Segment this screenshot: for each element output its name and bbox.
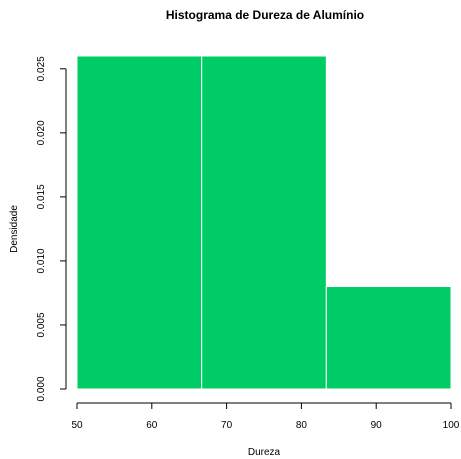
- histogram-bar-3: [325, 286, 452, 390]
- x-tick-label: 50: [71, 420, 83, 431]
- y-tick-label: 0.000: [36, 376, 47, 401]
- y-tick-label: 0.025: [36, 56, 47, 81]
- x-axis: 50 60 70 80 90 100: [71, 402, 460, 431]
- chart-title: Histograma de Dureza de Alumínio: [166, 8, 364, 22]
- y-axis-label: Densidade: [9, 205, 20, 253]
- x-tick-label: 70: [221, 420, 233, 431]
- y-tick-label: 0.010: [36, 248, 47, 273]
- x-tick-label: 60: [146, 420, 158, 431]
- y-axis: 0.000 0.005 0.010 0.015 0.020 0.025: [36, 56, 67, 402]
- y-tick-label: 0.015: [36, 184, 47, 209]
- x-tick-label: 100: [443, 420, 460, 431]
- histogram-bar-1: [76, 55, 203, 390]
- histogram-bars: [76, 55, 452, 390]
- x-tick-label: 80: [296, 420, 308, 431]
- x-tick-label: 90: [371, 420, 383, 431]
- x-axis-label: Dureza: [248, 447, 281, 458]
- y-tick-label: 0.020: [36, 120, 47, 145]
- y-tick-label: 0.005: [36, 312, 47, 337]
- histogram-bar-2: [201, 55, 327, 390]
